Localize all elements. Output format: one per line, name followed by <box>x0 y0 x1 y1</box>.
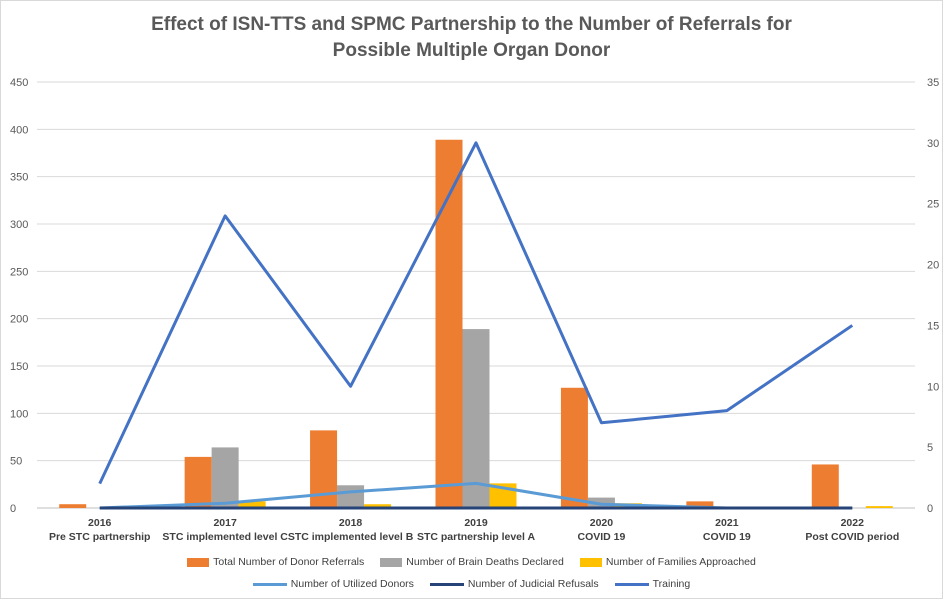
x-tick-year: 2021 <box>715 517 739 529</box>
y-left-tick-label: 350 <box>10 172 28 184</box>
legend-label-utilized-donors: Number of Utilized Donors <box>290 578 414 590</box>
y-right-tick-label: 10 <box>927 381 939 393</box>
legend-label-judicial-refusals: Number of Judicial Refusals <box>467 578 599 590</box>
x-tick-year: 2016 <box>88 517 112 529</box>
bar <box>364 504 392 508</box>
y-right-tick-label: 0 <box>927 503 933 515</box>
legend-label-total-referrals: Total Number of Donor Referrals <box>213 556 365 568</box>
y-left-tick-label: 300 <box>10 219 28 231</box>
y-left-tick-label: 150 <box>10 361 28 373</box>
bar <box>811 464 839 508</box>
chart-title-line-1: Effect of ISN-TTS and SPMC Partnership t… <box>151 14 792 35</box>
chart-title-line-2: Possible Multiple Organ Donor <box>332 40 611 61</box>
legend-label-training: Training <box>652 578 691 590</box>
bar <box>462 329 490 508</box>
legend-swatch-judicial-refusals <box>429 582 464 586</box>
legend-swatch-training <box>614 582 649 586</box>
y-right-tick-label: 15 <box>927 320 939 332</box>
legend-label-brain-deaths: Number of Brain Deaths Declared <box>406 556 564 568</box>
y-left-tick-label: 100 <box>10 408 28 420</box>
bar <box>211 447 239 508</box>
legend-item-families-approached: Number of Families Approached <box>579 556 756 568</box>
y-left-tick-label: 250 <box>10 266 28 278</box>
legend-item-utilized-donors: Number of Utilized Donors <box>252 578 414 590</box>
y-right-tick-label: 5 <box>927 442 933 454</box>
x-tick-label: COVID 19 <box>577 531 625 543</box>
x-tick-year: 2022 <box>841 517 865 529</box>
y-left-tick-label: 0 <box>10 503 16 515</box>
legend-row-lines: Number of Utilized Donors Number of Judi… <box>0 578 943 590</box>
bar <box>435 139 463 508</box>
legend-item-judicial-refusals: Number of Judicial Refusals <box>429 578 599 590</box>
x-tick-label: Post COVID period <box>805 531 899 543</box>
x-tick-year: 2020 <box>590 517 614 529</box>
y-right-tick-label: 25 <box>927 199 939 211</box>
y-left-tick-label: 400 <box>10 124 28 136</box>
x-tick-label: STC partnership level A <box>417 531 535 543</box>
x-tick-year: 2018 <box>339 517 363 529</box>
legend-swatch-total-referrals <box>187 557 210 567</box>
x-tick-label: COVID 19 <box>703 531 751 543</box>
y-left-tick-label: 50 <box>10 456 22 468</box>
bar <box>865 506 893 508</box>
x-tick-year: 2017 <box>213 517 237 529</box>
legend-item-brain-deaths: Number of Brain Deaths Declared <box>380 556 564 568</box>
legend-swatch-brain-deaths <box>380 557 403 567</box>
legend-row-bars: Total Number of Donor Referrals Number o… <box>0 556 943 568</box>
y-right-tick-label: 30 <box>927 138 939 150</box>
chart-title: Effect of ISN-TTS and SPMC Partnership t… <box>0 12 943 64</box>
y-left-tick-label: 200 <box>10 314 28 326</box>
legend-item-total-referrals: Total Number of Donor Referrals <box>187 556 364 568</box>
legend-label-families-approached: Number of Families Approached <box>605 556 756 568</box>
x-tick-label: STC implemented level C <box>162 531 288 543</box>
x-tick-year: 2019 <box>464 517 488 529</box>
legend-swatch-families-approached <box>579 557 602 567</box>
y-right-tick-label: 35 <box>927 77 939 89</box>
legend-swatch-utilized-donors <box>252 582 287 586</box>
y-left-tick-label: 450 <box>10 77 28 89</box>
x-tick-label: Pre STC partnership <box>49 531 151 543</box>
y-right-tick-label: 20 <box>927 260 939 272</box>
bar <box>238 501 266 508</box>
series-line <box>98 141 854 485</box>
bar <box>59 504 87 508</box>
x-tick-label: STC implemented level B <box>288 531 414 543</box>
legend-item-training: Training <box>614 578 691 590</box>
bar <box>560 387 588 508</box>
bar <box>337 485 365 508</box>
bar <box>686 501 714 508</box>
bar <box>184 456 212 508</box>
